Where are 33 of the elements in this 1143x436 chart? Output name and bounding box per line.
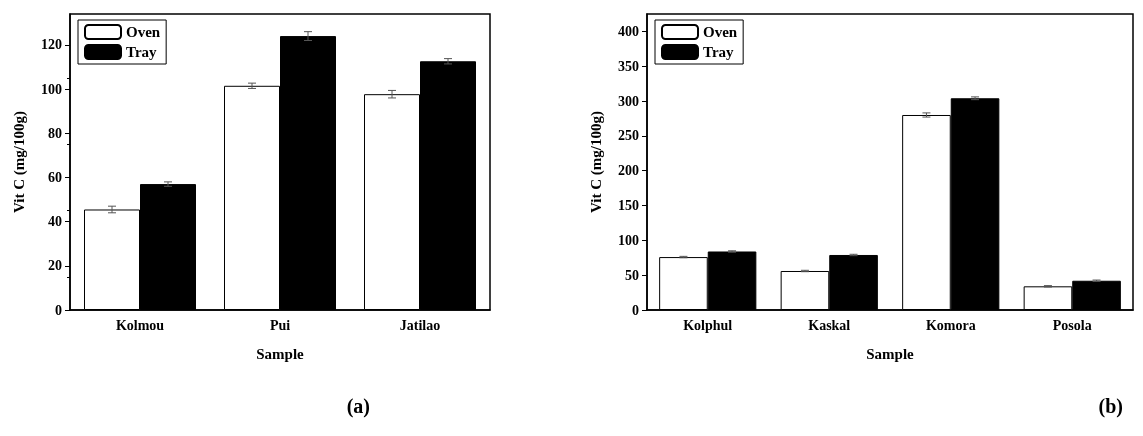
y-tick-label: 350 [618, 58, 639, 74]
y-tick-label: 250 [618, 128, 639, 144]
y-axis-title: Vit C (mg/100g) [10, 111, 28, 213]
x-axis-title: Sample [256, 345, 305, 362]
y-tick-label: 0 [632, 302, 639, 318]
x-tick-label: Kolphul [683, 317, 733, 333]
x-tick-label: Jatilao [399, 317, 441, 333]
y-tick-label: 60 [48, 169, 62, 185]
y-tick-label: 400 [618, 23, 639, 39]
x-tick-label: Posola [1052, 317, 1092, 333]
y-tick-label: 50 [625, 267, 639, 283]
y-axis-title: Vit C (mg/100g) [587, 111, 605, 213]
x-tick-label: Kolmou [115, 317, 165, 333]
y-tick-label: 100 [618, 232, 639, 248]
y-tick-label: 0 [55, 302, 62, 318]
text: (b) [1098, 395, 1124, 418]
y-tick-label: 40 [48, 214, 62, 230]
y-tick-label: 150 [618, 198, 639, 214]
y-tick-label: 80 [48, 125, 62, 141]
x-tick-label: Kaskal [808, 317, 851, 333]
text: (a) [346, 395, 371, 418]
y-tick-label: 20 [48, 258, 62, 274]
x-tick-label: Pui [269, 317, 291, 333]
y-tick-label: 300 [618, 93, 639, 109]
y-tick-label: 200 [618, 163, 639, 179]
x-axis-title: Sample [866, 345, 915, 362]
y-tick-label: 100 [41, 81, 62, 97]
legend-label: Oven [703, 24, 738, 40]
legend-label: Tray [703, 44, 735, 60]
legend-label: Oven [126, 24, 161, 40]
legend-label: Tray [126, 44, 158, 60]
x-tick-label: Komora [925, 317, 976, 333]
y-tick-label: 120 [41, 37, 62, 53]
